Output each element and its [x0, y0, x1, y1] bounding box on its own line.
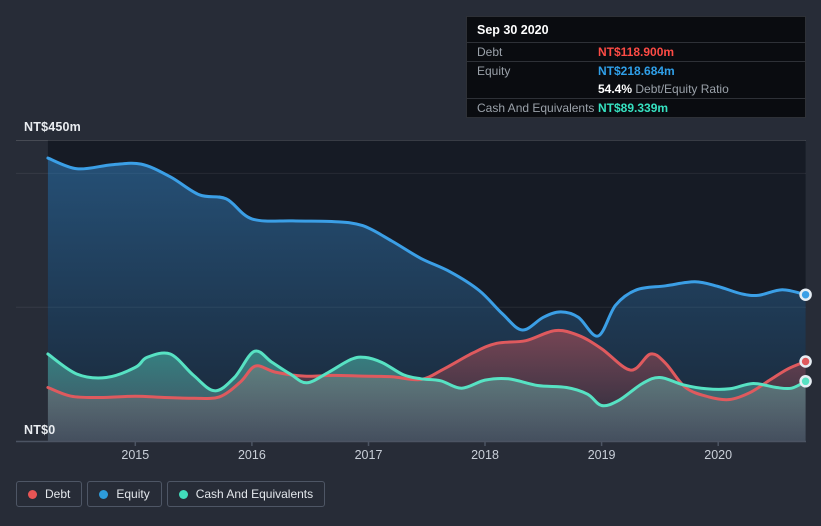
ratio-label: Debt/Equity Ratio: [635, 82, 729, 96]
x-axis-label-2017: 2017: [354, 448, 383, 462]
legend-equity-label: Equity: [116, 487, 150, 501]
tooltip-debt-value: NT$118.900m: [598, 45, 675, 59]
legend-debt-button[interactable]: Debt: [16, 481, 83, 507]
x-axis-label-2016: 2016: [237, 448, 266, 462]
legend-cash-button[interactable]: Cash And Equivalents: [166, 481, 326, 507]
x-axis-label-2015: 2015: [121, 448, 150, 462]
debt-series-dot-icon: [28, 489, 37, 499]
y-axis-min-label: NT$0: [24, 423, 56, 437]
tooltip-row-cash: Cash And Equivalents NT$89.339m: [467, 98, 805, 117]
x-axis-label-2019: 2019: [587, 448, 616, 462]
chart-tooltip: Sep 30 2020 Debt NT$118.900m Equity NT$2…: [466, 16, 806, 118]
legend-equity-button[interactable]: Equity: [87, 481, 162, 507]
tooltip-cash-value: NT$89.339m: [598, 101, 669, 115]
tooltip-debt-label: Debt: [477, 45, 503, 59]
tooltip-cash-label: Cash And Equivalents: [477, 101, 595, 115]
x-axis-label-2018: 2018: [471, 448, 499, 462]
tooltip-row-ratio: 54.4% Debt/Equity Ratio: [467, 80, 805, 98]
tooltip-ratio: 54.4% Debt/Equity Ratio: [598, 82, 729, 96]
equity-series-dot-icon: [99, 489, 109, 499]
y-axis-max-label: NT$450m: [24, 120, 81, 134]
tooltip-equity-value: NT$218.684m: [598, 64, 675, 78]
chart-legend: Debt Equity Cash And Equivalents: [16, 481, 326, 507]
x-axis-label-2020: 2020: [704, 448, 733, 462]
legend-cash-label: Cash And Equivalents: [195, 487, 314, 501]
tooltip-date: Sep 30 2020: [477, 23, 549, 37]
tooltip-equity-label: Equity: [477, 64, 511, 78]
cash-series-dot-icon: [178, 489, 188, 499]
ratio-value: 54.4%: [598, 82, 633, 96]
legend-debt-label: Debt: [45, 487, 71, 501]
tooltip-row-debt: Debt NT$118.900m: [467, 42, 805, 61]
tooltip-row-equity: Equity NT$218.684m: [467, 61, 805, 80]
